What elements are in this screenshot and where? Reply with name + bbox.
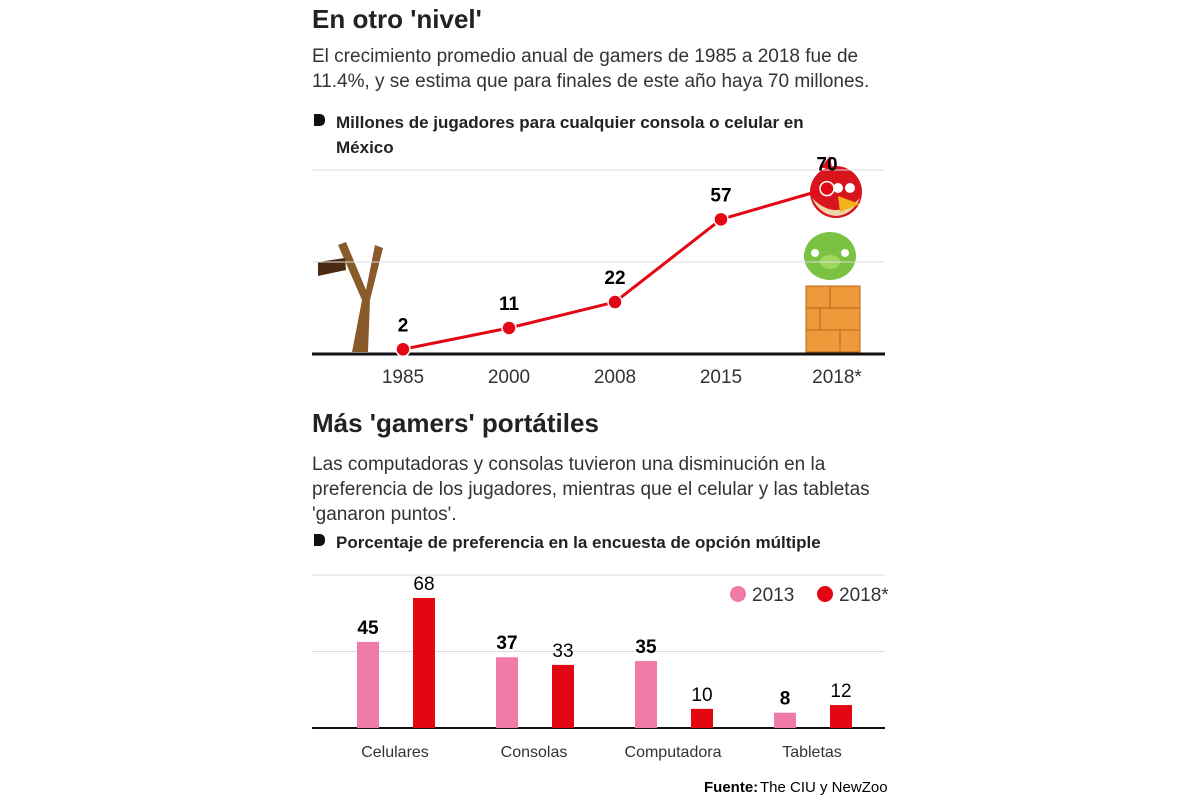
legend-swatch: [730, 586, 746, 602]
value-label: 22: [604, 268, 625, 289]
legend-label: 2018*: [839, 585, 889, 606]
bar: [774, 712, 796, 728]
legend-label: 2013: [752, 585, 794, 606]
point: [713, 211, 729, 228]
bar: [830, 705, 852, 728]
value-label: 57: [710, 185, 731, 206]
value-label: 2: [398, 315, 409, 336]
bar: [357, 641, 379, 728]
value-label: 12: [830, 681, 851, 702]
title: Más 'gamers' portátiles: [312, 408, 599, 438]
value-label: 70: [816, 155, 837, 176]
bar: [496, 657, 518, 728]
point: [501, 320, 517, 336]
point: [607, 294, 623, 310]
legend-swatch: [817, 586, 833, 602]
bar: [552, 664, 574, 728]
x-tick-label: 2015: [700, 367, 742, 388]
subtitle: Las computadoras y consolas tuvieron una…: [312, 454, 870, 525]
value-label: 11: [499, 294, 520, 315]
x-tick-label: 2000: [488, 367, 530, 388]
bar: [691, 708, 713, 728]
source-label: Fuente:: [704, 779, 758, 796]
point: [395, 341, 411, 358]
subtitle: El crecimiento promedio anual de gamers …: [312, 46, 870, 92]
x-tick-label: Consolas: [501, 744, 568, 761]
value-label: 68: [413, 574, 434, 595]
x-tick-label: Computadora: [625, 744, 722, 761]
x-tick-label: 2018*: [812, 367, 862, 388]
value-label: 37: [496, 633, 517, 654]
bar: [635, 661, 657, 728]
x-tick-label: Celulares: [361, 744, 429, 761]
value-label: 10: [691, 685, 712, 706]
caption: Porcentaje de preferencia en la encuesta…: [312, 530, 896, 555]
point: [819, 180, 835, 197]
bar: [413, 597, 435, 728]
decoration: [318, 156, 862, 353]
value-label: 45: [357, 618, 379, 639]
title: En otro 'nivel': [312, 4, 482, 34]
value-label: 33: [552, 641, 573, 662]
source: The CIU y NewZoo: [760, 779, 888, 796]
value-label: 8: [780, 689, 791, 710]
caption: Millones de jugadores para cualquier con…: [312, 110, 806, 160]
x-tick-label: 2008: [594, 367, 636, 388]
value-label: 35: [635, 637, 657, 658]
x-tick-label: 1985: [382, 367, 424, 388]
x-tick-label: Tabletas: [782, 744, 842, 761]
